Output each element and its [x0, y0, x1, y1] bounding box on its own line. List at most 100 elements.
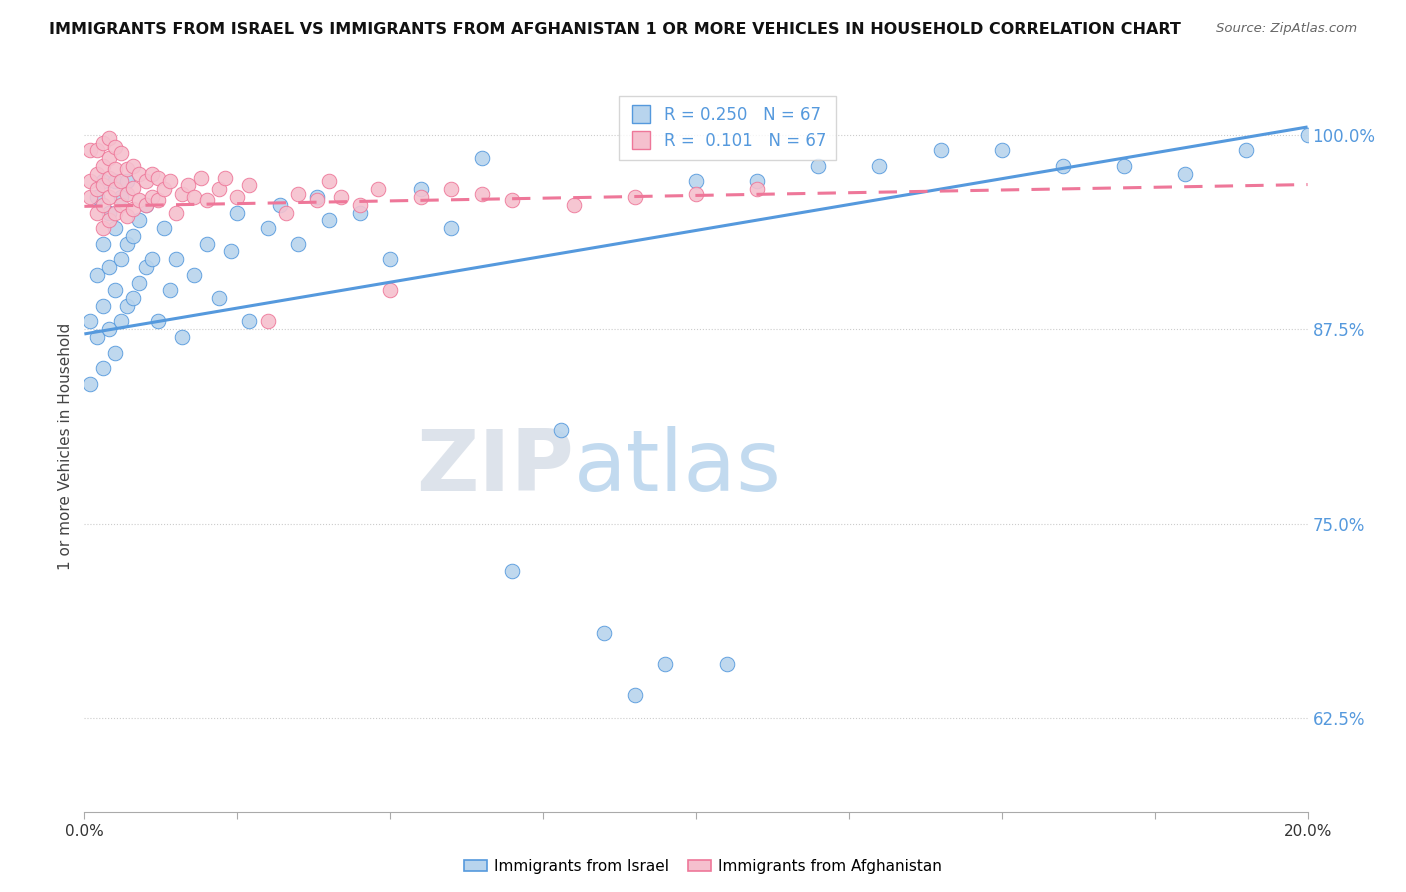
Point: [86, 205, 108, 219]
Point: [141, 190, 163, 204]
Text: atlas: atlas: [574, 426, 782, 509]
Point: [86, 330, 108, 344]
Point: [305, 190, 328, 204]
Point: [195, 236, 218, 251]
Point: [380, 284, 402, 298]
Point: [97, 190, 120, 204]
Point: [104, 284, 127, 298]
Point: [685, 174, 707, 188]
Point: [115, 236, 138, 251]
Point: [1174, 167, 1197, 181]
Point: [747, 174, 769, 188]
Point: [115, 299, 138, 313]
Point: [593, 625, 616, 640]
Point: [287, 236, 309, 251]
Point: [330, 190, 353, 204]
Point: [716, 657, 738, 671]
Point: [97, 131, 120, 145]
Point: [91, 299, 114, 313]
Text: Source: ZipAtlas.com: Source: ZipAtlas.com: [1216, 22, 1357, 36]
Point: [97, 322, 120, 336]
Point: [122, 159, 145, 173]
Point: [624, 190, 647, 204]
Point: [91, 159, 114, 173]
Legend: Immigrants from Israel, Immigrants from Afghanistan: Immigrants from Israel, Immigrants from …: [458, 853, 948, 880]
Point: [110, 174, 132, 188]
Point: [208, 291, 231, 305]
Point: [257, 221, 280, 235]
Y-axis label: 1 or more Vehicles in Household: 1 or more Vehicles in Household: [58, 322, 73, 570]
Point: [146, 171, 169, 186]
Point: [471, 151, 494, 165]
Point: [141, 252, 163, 267]
Point: [91, 361, 114, 376]
Point: [122, 180, 145, 194]
Point: [128, 276, 150, 290]
Point: [86, 144, 108, 158]
Point: [122, 291, 145, 305]
Point: [153, 182, 176, 196]
Point: [226, 205, 249, 219]
Point: [654, 657, 676, 671]
Point: [165, 205, 187, 219]
Point: [380, 252, 402, 267]
Point: [177, 178, 200, 192]
Point: [1114, 159, 1136, 173]
Point: [115, 174, 138, 188]
Point: [624, 688, 647, 702]
Point: [97, 151, 120, 165]
Point: [91, 136, 114, 150]
Point: [104, 221, 127, 235]
Point: [1296, 128, 1319, 142]
Point: [141, 167, 163, 181]
Point: [86, 190, 108, 204]
Point: [747, 182, 769, 196]
Point: [440, 182, 463, 196]
Point: [367, 182, 389, 196]
Point: [135, 198, 157, 212]
Point: [807, 159, 830, 173]
Point: [502, 193, 524, 207]
Point: [79, 314, 101, 328]
Point: [104, 345, 127, 359]
Point: [208, 182, 231, 196]
Point: [195, 193, 218, 207]
Point: [104, 161, 127, 176]
Point: [135, 174, 157, 188]
Point: [440, 221, 463, 235]
Point: [287, 186, 309, 201]
Point: [128, 193, 150, 207]
Point: [86, 167, 108, 181]
Point: [153, 221, 176, 235]
Point: [685, 186, 707, 201]
Point: [226, 190, 249, 204]
Point: [91, 221, 114, 235]
Point: [86, 182, 108, 196]
Point: [991, 144, 1014, 158]
Point: [115, 209, 138, 223]
Point: [128, 213, 150, 227]
Point: [97, 213, 120, 227]
Point: [269, 198, 291, 212]
Point: [79, 190, 101, 204]
Point: [159, 174, 181, 188]
Text: IMMIGRANTS FROM ISRAEL VS IMMIGRANTS FROM AFGHANISTAN 1 OR MORE VEHICLES IN HOUS: IMMIGRANTS FROM ISRAEL VS IMMIGRANTS FRO…: [49, 22, 1181, 37]
Point: [97, 260, 120, 274]
Point: [238, 178, 260, 192]
Point: [1052, 159, 1074, 173]
Point: [1236, 144, 1258, 158]
Point: [79, 174, 101, 188]
Point: [318, 174, 340, 188]
Point: [110, 146, 132, 161]
Point: [91, 174, 114, 188]
Point: [276, 205, 298, 219]
Point: [409, 182, 432, 196]
Point: [79, 144, 101, 158]
Point: [115, 161, 138, 176]
Point: [869, 159, 891, 173]
Point: [122, 202, 145, 217]
Point: [471, 186, 494, 201]
Point: [91, 178, 114, 192]
Point: [219, 244, 242, 259]
Point: [97, 205, 120, 219]
